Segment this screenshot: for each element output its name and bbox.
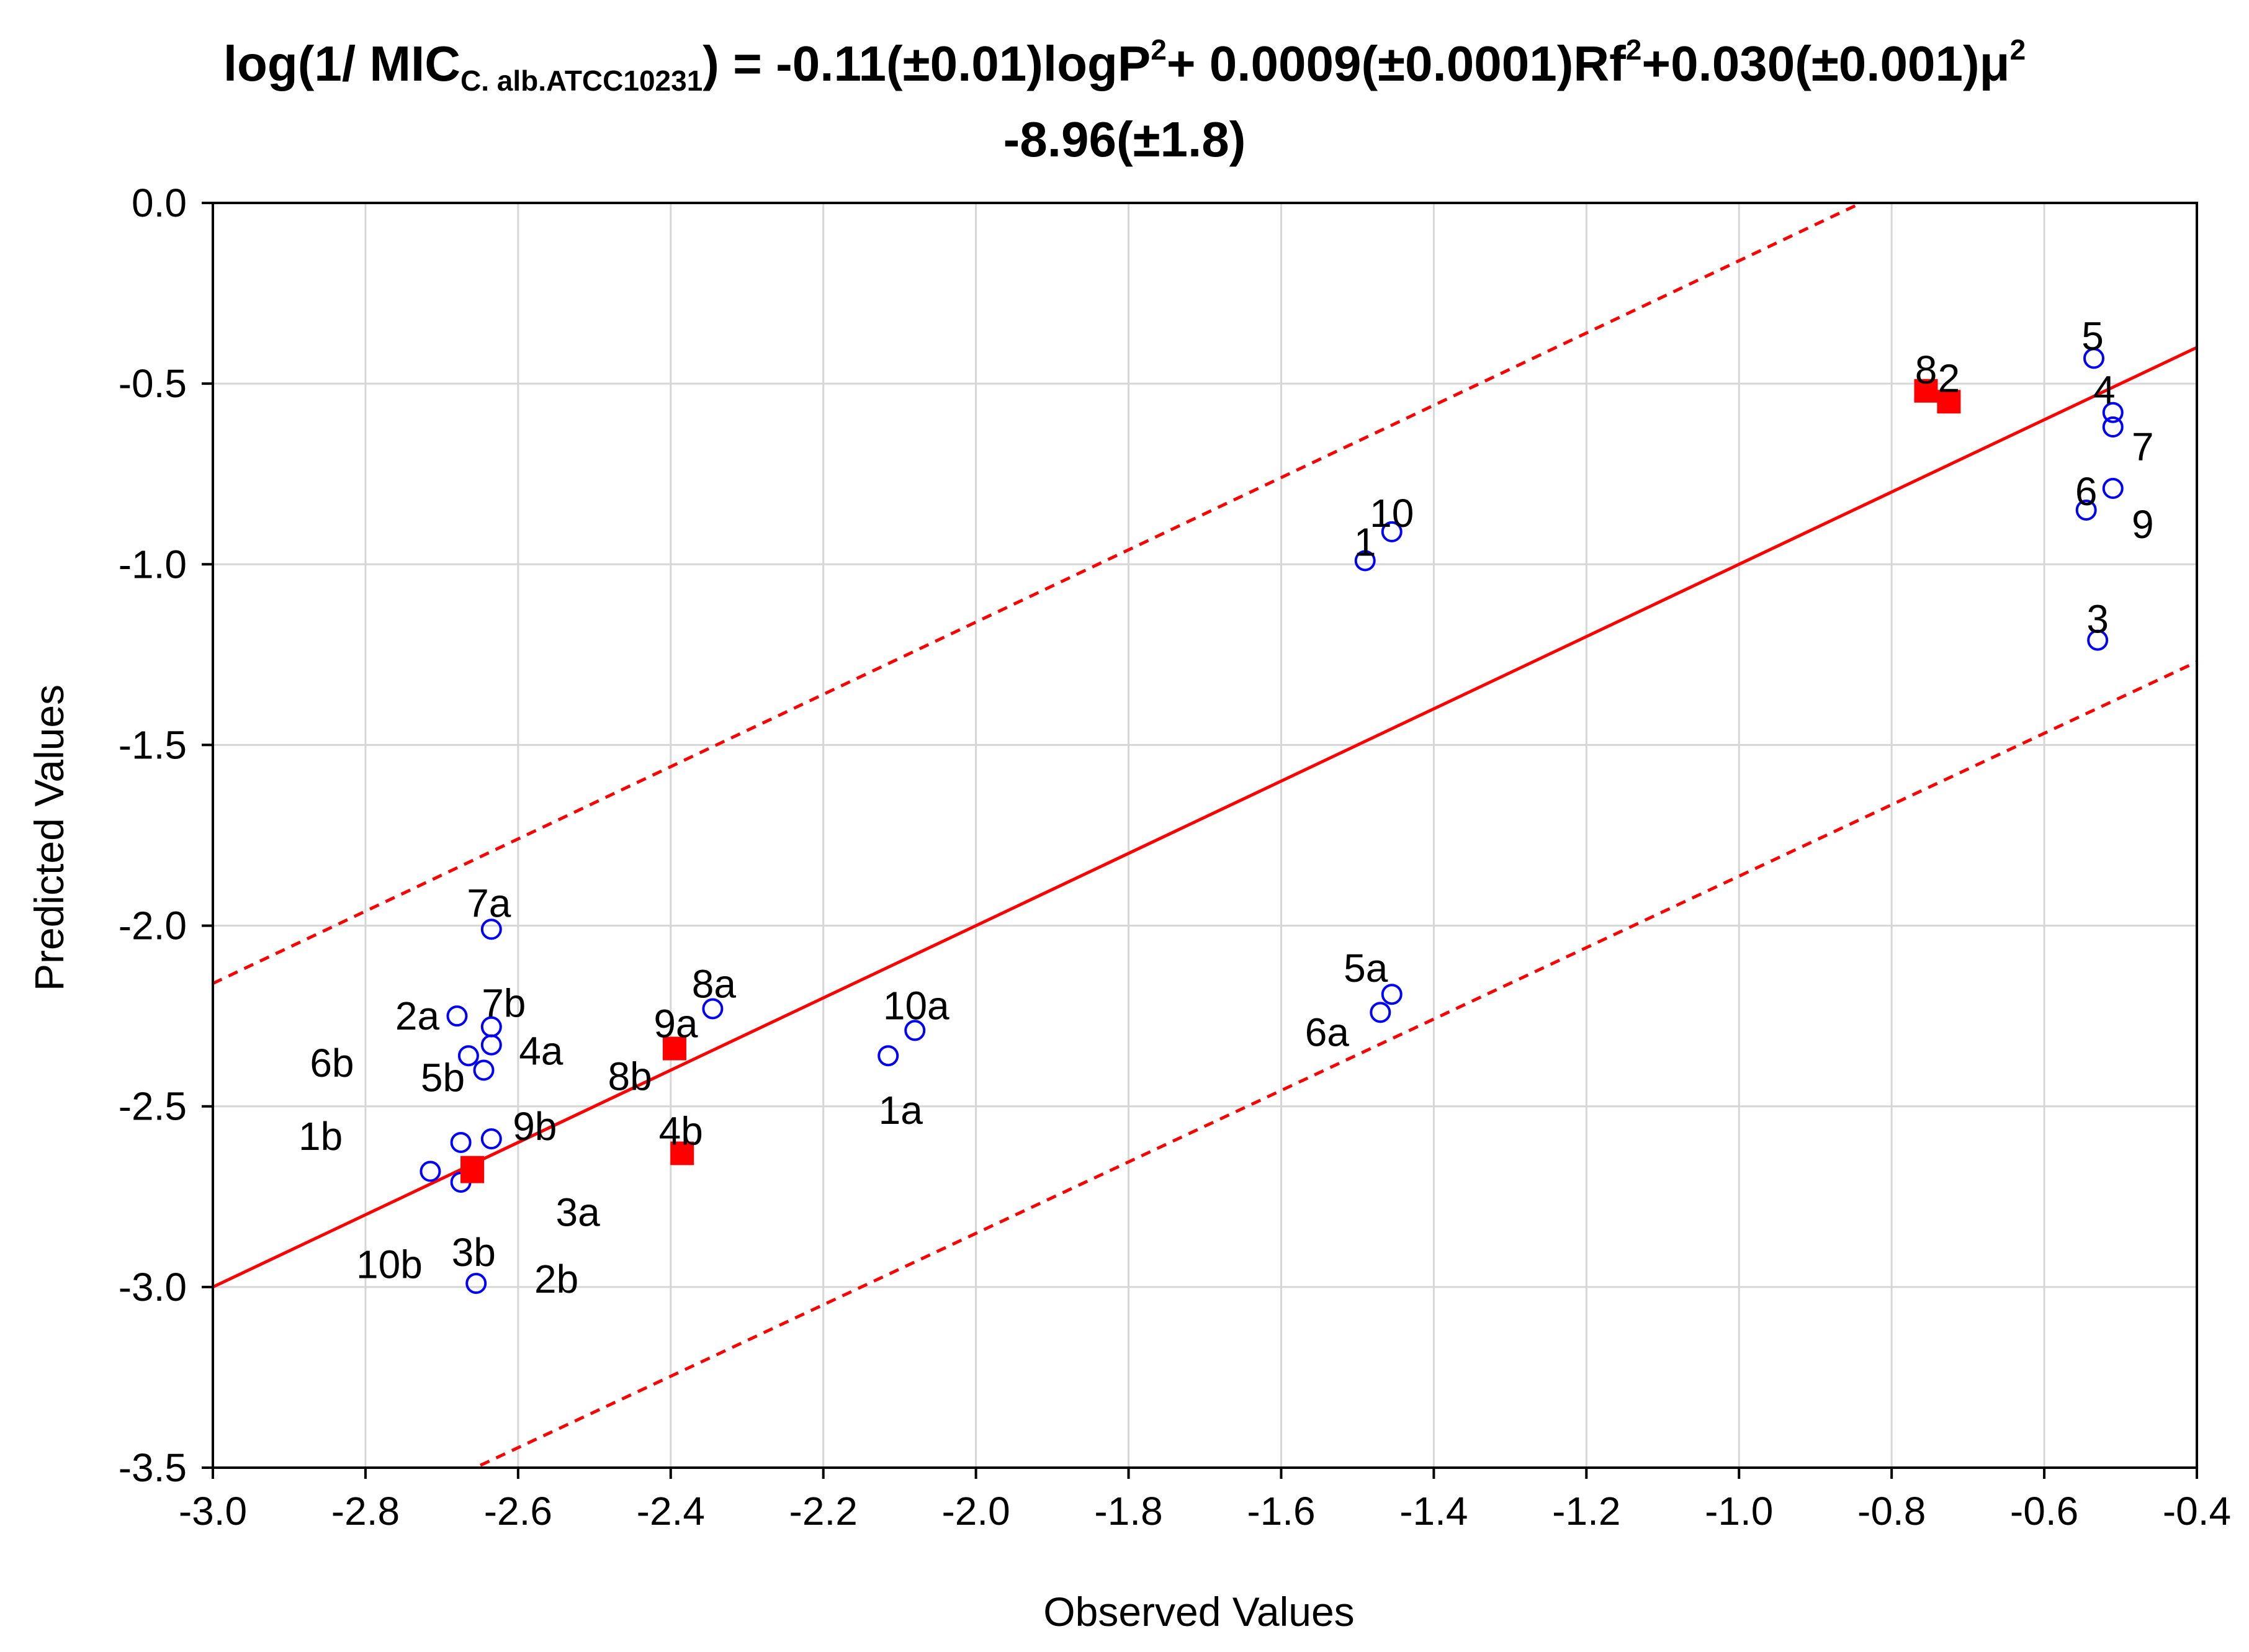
plot-border xyxy=(212,202,2198,1469)
x-tick-label: -2.6 xyxy=(484,1489,552,1533)
point-label-10a: 10a xyxy=(883,983,949,1028)
point-label-2a: 2a xyxy=(395,994,440,1038)
data-point-5a xyxy=(1381,984,1403,1005)
y-tick-label: -3.5 xyxy=(119,1445,187,1490)
data-point-6 xyxy=(2075,499,2097,521)
data-point-10a xyxy=(904,1020,926,1041)
confidence-band-lower xyxy=(472,660,2197,1468)
data-point-8 xyxy=(1914,379,1938,403)
x-tick-label: -2.8 xyxy=(331,1489,400,1533)
data-point-5b xyxy=(473,1059,495,1081)
x-tick-label: -0.8 xyxy=(1857,1489,1926,1533)
point-label-8b: 8b xyxy=(608,1054,652,1099)
x-tick-label: -0.4 xyxy=(2163,1489,2231,1533)
data-point-3 xyxy=(2087,629,2109,651)
plot-frame xyxy=(202,202,2198,1479)
data-point-1 xyxy=(1354,550,1376,572)
point-label-4: 4 xyxy=(2093,368,2116,413)
point-label-8: 8 xyxy=(1915,348,1937,392)
data-point-2 xyxy=(1937,390,1961,414)
data-point-1a xyxy=(878,1045,899,1067)
point-label-3: 3 xyxy=(2086,597,2109,642)
data-point-8a xyxy=(702,998,724,1020)
point-label-10: 10 xyxy=(1370,491,1414,536)
y-tick-label: -1.5 xyxy=(119,722,187,767)
point-label-6a: 6a xyxy=(1305,1010,1350,1054)
y-tick-label: -1.0 xyxy=(119,542,187,586)
y-tick-label: 0.0 xyxy=(132,181,187,225)
data-points xyxy=(420,348,2124,1295)
point-label-5: 5 xyxy=(2081,313,2104,358)
x-tick-label: -1.8 xyxy=(1094,1489,1162,1533)
point-label-2: 2 xyxy=(1938,356,1960,400)
x-tick-label: -2.2 xyxy=(789,1489,858,1533)
point-label-6b: 6b xyxy=(310,1041,354,1085)
tick-labels: -3.0 -2.8 -2.6 -2.4 -2.2 -2.0 -1.8 -1.6 -1.4 -1.2… xyxy=(119,181,2231,1533)
point-label-9: 9 xyxy=(2132,502,2154,547)
y-tick-label: -2.0 xyxy=(119,904,187,948)
y-tick-label: -3.0 xyxy=(119,1265,187,1309)
point-label-4a: 4a xyxy=(519,1029,563,1074)
point-label-5b: 5b xyxy=(421,1055,465,1100)
data-point-3b xyxy=(465,1273,487,1295)
point-label-3b: 3b xyxy=(452,1230,496,1275)
data-point-10 xyxy=(1381,521,1403,542)
chart-title-line2: -8.96(±1.8) xyxy=(1003,112,1246,167)
point-label-7: 7 xyxy=(2132,424,2154,469)
data-point-2a xyxy=(446,1005,468,1027)
point-label-9a: 9a xyxy=(653,1002,698,1046)
x-tick-label: -1.2 xyxy=(1552,1489,1620,1533)
point-label-7a: 7a xyxy=(467,881,511,925)
point-label-7b: 7b xyxy=(482,981,526,1026)
data-point-6b xyxy=(457,1045,479,1067)
y-tick-label: -2.5 xyxy=(119,1084,187,1129)
y-tick-label: -0.5 xyxy=(119,361,187,406)
x-tick-label: -1.0 xyxy=(1705,1489,1773,1533)
data-point-7a xyxy=(480,918,502,940)
data-point-5 xyxy=(2083,348,2105,369)
data-point-9a xyxy=(662,1036,686,1061)
x-tick-label: -3.0 xyxy=(179,1489,247,1533)
regression-line xyxy=(213,346,2197,1289)
x-axis-title: Observed Values xyxy=(1043,1589,1354,1635)
point-label-4b: 4b xyxy=(659,1108,703,1153)
data-point-7 xyxy=(2102,416,2124,438)
data-point-9 xyxy=(2102,478,2124,500)
point-label-1: 1 xyxy=(1354,519,1376,564)
data-point-9b xyxy=(480,1128,502,1150)
x-tick-label: -2.4 xyxy=(637,1489,705,1533)
data-point-6a xyxy=(1370,1002,1391,1023)
confidence-band-upper xyxy=(213,203,1865,985)
point-label-8a: 8a xyxy=(692,961,737,1006)
data-point-1b xyxy=(450,1131,472,1153)
point-label-10b: 10b xyxy=(356,1242,423,1287)
point-label-9b: 9b xyxy=(513,1104,557,1149)
chart-title-line1: log(1/ MICC. alb.ATCC10231) = -0.11(±0.0… xyxy=(223,34,2026,97)
x-tick-label: -1.4 xyxy=(1399,1489,1468,1533)
point-label-1b: 1b xyxy=(299,1114,343,1159)
data-point-4a xyxy=(480,1034,502,1056)
regression-line-group xyxy=(213,346,2197,1289)
x-tick-label: -0.6 xyxy=(2010,1489,2078,1533)
point-label-6: 6 xyxy=(2075,469,2098,514)
x-tick-label: -1.6 xyxy=(1247,1489,1315,1533)
x-tick-label: -2.0 xyxy=(941,1489,1010,1533)
confidence-bands xyxy=(213,203,2197,1468)
data-point-10b xyxy=(420,1160,441,1182)
point-label-1a: 1a xyxy=(879,1088,923,1133)
point-label-5a: 5a xyxy=(1344,946,1388,990)
data-point-4 xyxy=(2102,402,2124,423)
y-axis-title: Predicted Values xyxy=(26,685,72,991)
point-label-2b: 2b xyxy=(534,1257,578,1301)
point-label-3a: 3a xyxy=(555,1190,600,1235)
data-point-4b xyxy=(670,1141,694,1165)
data-point-8b xyxy=(460,1159,485,1183)
